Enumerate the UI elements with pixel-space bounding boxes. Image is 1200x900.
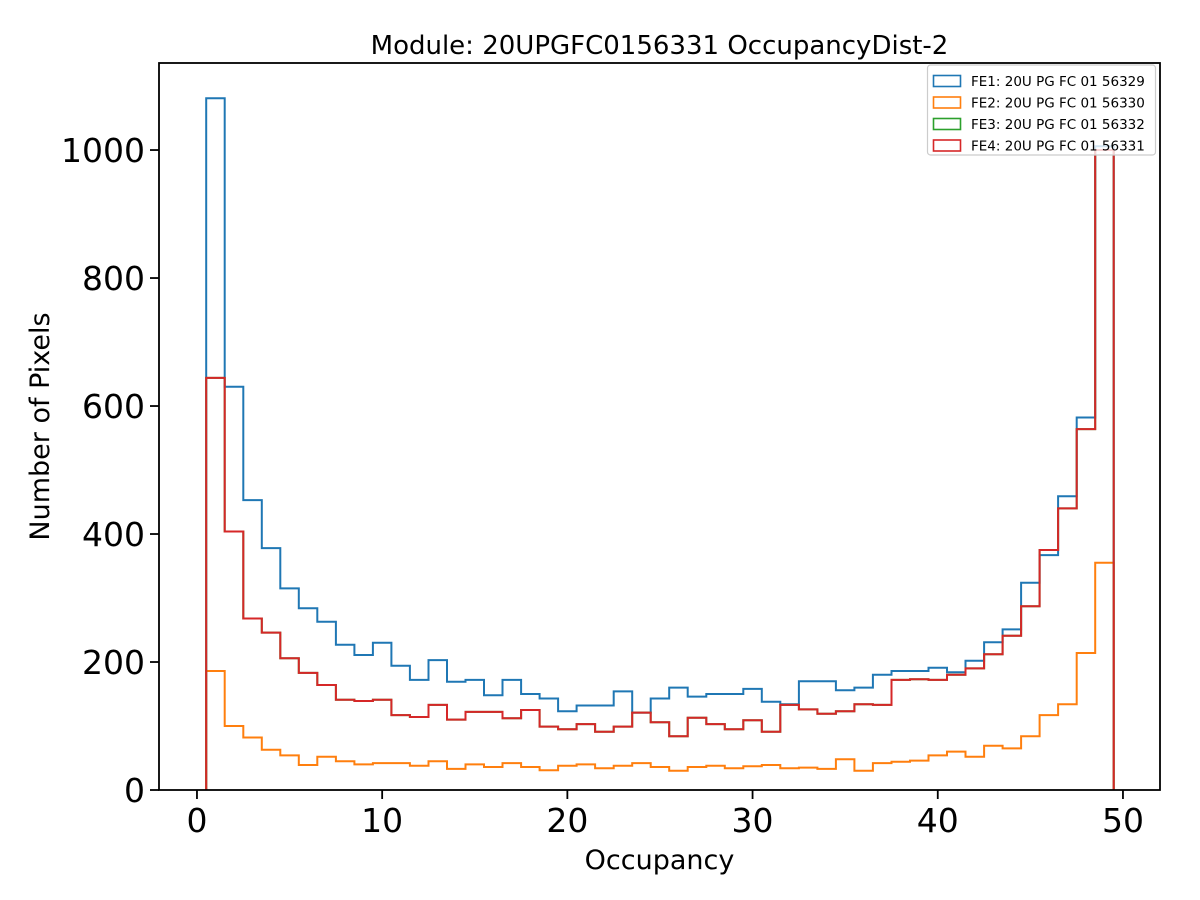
legend-swatch [932,96,962,109]
legend-swatch [932,139,962,152]
x-tick-label: 50 [1102,801,1144,840]
series-path-2 [205,561,1115,790]
plot-border [158,62,1161,791]
legend-swatch [932,74,962,88]
y-tick-label: 800 [82,259,145,298]
legend-label: FE3: 20U PG FC 01 56332 [971,117,1145,133]
series-path-3 [205,149,1115,790]
series-group [205,97,1115,790]
x-tick-label: 20 [546,801,588,840]
legend: FE1: 20U PG FC 01 56329 FE2: 20U PG FC 01… [926,64,1157,156]
x-tick-label: 0 [186,801,207,840]
legend-label: FE1: 20U PG FC 01 56329 [971,74,1145,90]
y-tick-label: 0 [124,771,145,810]
x-tick-label: 40 [917,801,959,840]
series-path-4 [205,149,1115,790]
y-axis-label: Number of Pixels [25,312,56,540]
legend-label: FE4: 20U PG FC 01 56331 [971,139,1145,155]
legend-label: FE2: 20U PG FC 01 56330 [971,96,1145,112]
x-tick-label: 10 [361,801,403,840]
y-tick-label: 400 [82,515,145,554]
ticks-group: 0 10 20 30 40 50 0 200 400 600 800 1000 [61,131,1144,840]
legend-swatch [932,117,962,131]
y-tick-label: 600 [82,387,145,426]
x-tick-label: 30 [732,801,774,840]
x-axis-label: Occupancy [585,845,735,876]
y-tick-label: 1000 [61,131,145,170]
y-tick-label: 200 [82,643,145,682]
series-path-1 [205,97,1115,790]
chart-title: Module: 20UPGFC0156331 OccupancyDist-2 [371,31,949,61]
legend-box [926,64,1157,156]
